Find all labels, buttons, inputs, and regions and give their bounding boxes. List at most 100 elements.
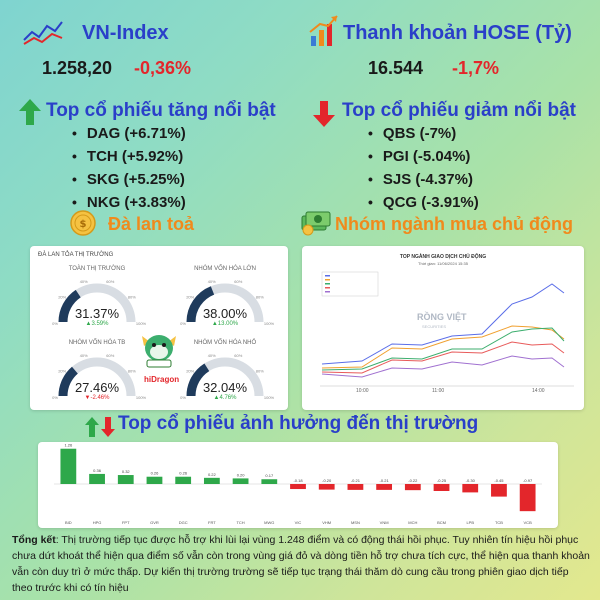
gauge-tick-label: 40% [208, 279, 216, 284]
sector-legend-swatch [325, 275, 330, 277]
impact-bar-label: -0.45 [494, 478, 504, 483]
gainer-item: NKG (+3.83%) [72, 191, 186, 214]
gauge-fill [58, 366, 78, 397]
arrow-up-small-icon [84, 416, 100, 438]
gauge-tick-label: 20% [58, 295, 66, 300]
impact-bar [491, 484, 507, 497]
gauge-tick-label: 20% [186, 295, 194, 300]
impact-bar-label: 0.22 [208, 472, 217, 477]
sector-series-line [321, 283, 565, 365]
sector-line-chart [320, 271, 574, 387]
vnindex-change: -0,36% [134, 58, 192, 78]
impact-bar [146, 476, 163, 484]
gauge-tick-label: 100% [136, 395, 147, 400]
impact-category-label: FPT [122, 520, 130, 525]
impact-category-label: BCM [437, 520, 446, 525]
gauge-value: 38.00% [202, 306, 248, 321]
impact-category-label: BID [65, 520, 72, 525]
brand-logo: hiDragon [144, 375, 180, 384]
sector-series-line [321, 355, 565, 378]
coin-icon: $ [70, 210, 96, 236]
gainer-item: DAG (+6.71%) [72, 122, 186, 145]
gauge-tick-label: 60% [106, 279, 114, 284]
vnindex-value: 1.258,20 [42, 58, 113, 78]
gauge-tick-label: 20% [186, 369, 194, 374]
gauge-change: ▲3.59% [85, 321, 109, 327]
impact-bar [404, 484, 421, 491]
liquidity-change: -1,7% [452, 58, 500, 78]
impact-bar-label: -0.97 [523, 478, 533, 483]
impact-bar-label: 0.17 [265, 473, 274, 478]
impact-bar [519, 484, 536, 512]
svg-text:$: $ [80, 219, 87, 230]
gauge-tick-label: 80% [128, 295, 136, 300]
sector-card-title: TOP NGÀNH GIAO DỊCH CHỦ ĐỘNG [399, 254, 487, 260]
gauge-tick-label: 80% [256, 295, 264, 300]
sector-x-tick: 14:00 [532, 388, 545, 394]
gauge-label: TOÀN THỊ TRƯỜNG [68, 266, 126, 272]
gauge-tick-label: 40% [80, 279, 88, 284]
impact-bar-label: 0.26 [179, 471, 188, 476]
losers-title: Top cổ phiếu giảm nổi bật [342, 100, 576, 121]
gauge-arc: 20% 40% 60% 80% 0% 100% [52, 279, 147, 326]
liquidity-icon [308, 14, 340, 48]
gauge-whole-market: TOÀN THỊ TRƯỜNG 20% 40% 60% 80% 0% 100% 31.37… [42, 264, 152, 332]
gauge-tick-label: 100% [264, 395, 275, 400]
gauge-value: 32.04% [202, 380, 248, 395]
gauge-small-cap: NHÓM VỐN HÓA NHỎ 20% 40% 60% 80% 0% 100% 32.0… [170, 338, 280, 406]
spread-card: ĐÀ LAN TỎA THỊ TRƯỜNG TOÀN THỊ TRƯỜNG 20… [30, 246, 288, 410]
gauge-label: NHÓM VỐN HÓA LỚN [194, 266, 256, 272]
impact-bar [203, 477, 220, 484]
impact-bar-label: -0.20 [322, 478, 332, 483]
cash-icon [300, 210, 332, 236]
impact-bar [318, 484, 335, 490]
gauge-fill [186, 286, 215, 323]
impact-category-label: TCH [236, 520, 244, 525]
gauge-tick-label: 60% [106, 353, 114, 358]
impact-category-label: VHM [322, 520, 331, 525]
impact-bar [60, 448, 77, 484]
sector-watermark-sub: SECURITIES [422, 324, 447, 329]
gauge-mid-cap: NHÓM VỐN HÓA TB 20% 40% 60% 80% 0% 100% 27.46… [42, 338, 152, 406]
sector-watermark: RỒNG VIỆT [417, 312, 467, 322]
gauge-large-cap: NHÓM VỐN HÓA LỚN 20% 40% 60% 80% 0% 100% 38.0… [170, 264, 280, 332]
gauge-tick-label: 80% [128, 369, 136, 374]
dragon-mascot-icon [134, 328, 184, 368]
arrow-up-icon [18, 98, 42, 126]
gainers-list: DAG (+6.71%) TCH (+5.92%) SKG (+5.25%) N… [72, 122, 186, 214]
gauge-tick-label: 40% [80, 353, 88, 358]
impact-bar-chart: 1.26 BID 0.36 HPG 0.32 FPT 0.26 GVR 0.26 DGC 0.22 F… [54, 443, 542, 525]
gauge-change: ▲13.00% [211, 321, 239, 327]
liquidity-title: Thanh khoản HOSE (Tỷ) [343, 22, 572, 44]
impact-bar-label: -0.25 [437, 478, 447, 483]
sector-legend-swatch [325, 291, 330, 293]
sector-series-line [321, 341, 565, 374]
gauge-tick-label: 0% [52, 321, 58, 326]
impact-category-label: LPB [466, 520, 474, 525]
gauge-tick-label: 20% [58, 369, 66, 374]
impact-bar-label: -0.30 [466, 478, 476, 483]
loser-item: QBS (-7%) [368, 122, 479, 145]
gauge-tick-label: 100% [136, 321, 147, 326]
impact-bar-label: 0.26 [151, 471, 160, 476]
loser-item: PGI (-5.04%) [368, 145, 479, 168]
impact-category-label: VCB [524, 520, 533, 525]
impact-bar-label: -0.21 [351, 478, 361, 483]
losers-list: QBS (-7%) PGI (-5.04%) SJS (-4.37%) QCG … [368, 122, 479, 214]
impact-category-label: FRT [208, 520, 216, 525]
impact-bar-label: -0.21 [380, 478, 390, 483]
gauge-tick-label: 60% [234, 353, 242, 358]
impact-bar-label: -0.18 [293, 478, 303, 483]
arrow-down-small-icon [100, 416, 116, 438]
impact-bar-label: 0.36 [93, 468, 102, 473]
impact-bar [175, 476, 192, 484]
sector-legend-swatch [325, 279, 330, 281]
impact-bar-label: 0.32 [122, 469, 131, 474]
impact-bar-label: 0.20 [237, 472, 246, 477]
sector-title: Nhóm ngành mua chủ động [335, 214, 573, 234]
summary-label: Tổng kết [12, 534, 56, 546]
gauge-tick-label: 0% [180, 321, 186, 326]
loser-item: QCG (-3.91%) [368, 191, 479, 214]
impact-bar [433, 484, 450, 491]
impact-category-label: MSN [351, 520, 360, 525]
